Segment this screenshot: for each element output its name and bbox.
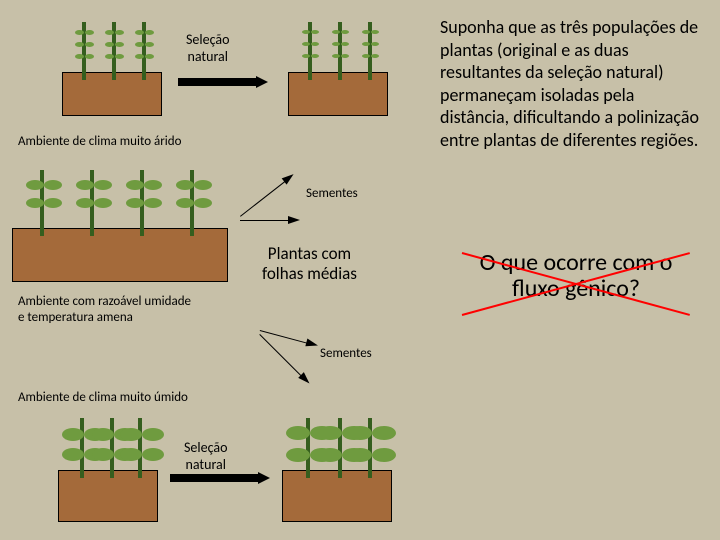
plant-pot-bot-right [282,470,392,522]
plant-pot-mid-left [12,228,228,282]
plant-pot-bot-left [58,470,158,522]
red-cross [462,252,690,314]
selecao-natural-top: Seleção natural [186,32,229,66]
selecao-natural-bottom: Seleção natural [184,440,227,474]
ambiente-razoavel-label: Ambiente com razoável umidade e temperat… [18,294,191,325]
plant-pot-top-right [288,72,388,116]
sementes-2-label: Sementes [320,346,372,362]
paragraph-text: Suponha que as três populações de planta… [440,16,704,151]
ambiente-arido-label: Ambiente de clima muito árido [18,134,181,150]
plantas-medias-label: Plantas com folhas médias [262,244,357,285]
plant-pot-top-left [62,72,162,116]
sementes-1-label: Sementes [306,186,358,202]
ambiente-umido-label: Ambiente de clima muito úmido [18,390,188,406]
